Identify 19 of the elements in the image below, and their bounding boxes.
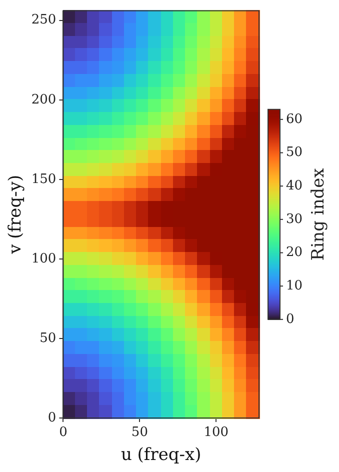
color-bar-label: 30 <box>286 212 303 227</box>
color-bar-label: 20 <box>286 245 303 260</box>
x-tick-label: 100 <box>204 425 229 440</box>
y-tick-label: 250 <box>31 12 56 28</box>
y-tick-label: 150 <box>31 172 56 187</box>
x-tick-label: 50 <box>131 425 148 440</box>
color-bar-label: 50 <box>286 145 303 160</box>
color-bar-label: 10 <box>286 278 303 294</box>
color-bar-label: 0 <box>286 312 294 327</box>
y-tick-label: 50 <box>40 330 56 346</box>
y-tick-label: 200 <box>31 92 56 108</box>
color-bar-title: Ring index <box>308 168 328 261</box>
color-bar-label: 40 <box>286 178 303 194</box>
x-axis-title: u (freq-x) <box>120 445 202 466</box>
y-tick-label: 0 <box>48 410 56 426</box>
x-tick-label: 0 <box>59 425 68 440</box>
y-tick-label: 100 <box>31 251 56 266</box>
y-axis-title: v (freq-y) <box>6 174 26 255</box>
color-bar-label: 60 <box>286 112 303 127</box>
